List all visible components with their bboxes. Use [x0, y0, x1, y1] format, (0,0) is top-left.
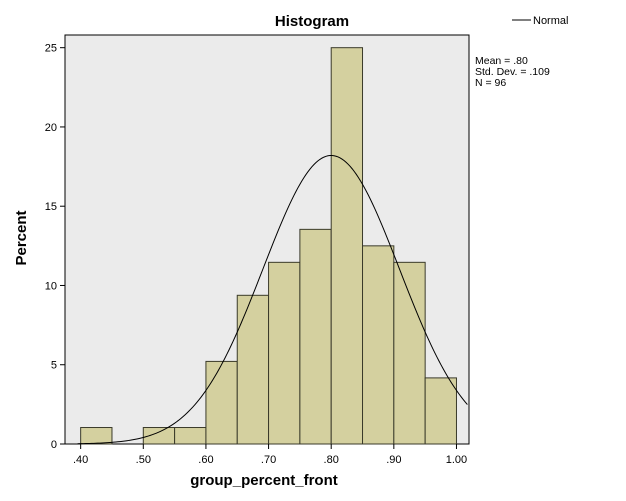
x-axis: .40 .50 .60 .70 .80 .90 1.00 — [73, 444, 467, 466]
stats-std-dev: Std. Dev. = .109 — [475, 66, 550, 78]
histogram-bar-4 — [205, 360, 238, 445]
x-tick-label-5: .90 — [386, 454, 401, 466]
histogram-bar-11 — [424, 377, 457, 445]
histogram-bar-3 — [174, 427, 207, 445]
stats-box: Mean = .80 Std. Dev. = .109 N = 96 — [475, 55, 550, 89]
x-tick-label-1: .50 — [136, 454, 151, 466]
histogram-bar-7 — [299, 228, 332, 445]
y-axis-title: Percent — [13, 210, 30, 265]
y-axis: 0 5 10 15 20 25 — [45, 43, 65, 451]
legend-label-normal: Normal — [533, 15, 568, 27]
x-tick-label-4: .80 — [324, 454, 339, 466]
y-tick-label-3: 15 — [45, 201, 57, 213]
legend: Normal — [512, 15, 568, 27]
y-tick-label-1: 5 — [51, 360, 57, 372]
stats-mean: Mean = .80 — [475, 55, 528, 67]
chart-title: Histogram — [275, 13, 349, 30]
x-tick-label-2: .60 — [198, 454, 213, 466]
histogram-bar-10 — [393, 261, 426, 445]
y-tick-label-0: 0 — [51, 439, 57, 451]
histogram-bar-6 — [268, 261, 301, 445]
histogram-bar-0 — [80, 427, 113, 445]
x-tick-label-3: .70 — [261, 454, 276, 466]
stats-n: N = 96 — [475, 77, 506, 89]
x-axis-title: group_percent_front — [190, 472, 338, 489]
histogram-bar-9 — [362, 245, 395, 445]
y-tick-label-5: 25 — [45, 43, 57, 55]
histogram-bar-5 — [236, 294, 270, 445]
y-tick-label-4: 20 — [45, 122, 57, 134]
y-tick-label-2: 10 — [45, 280, 57, 292]
normal-curve — [77, 154, 468, 445]
x-tick-label-0: .40 — [73, 454, 88, 466]
histogram-bars — [80, 47, 457, 445]
x-tick-label-6: 1.00 — [446, 454, 467, 466]
histogram-bar-8 — [330, 47, 364, 445]
